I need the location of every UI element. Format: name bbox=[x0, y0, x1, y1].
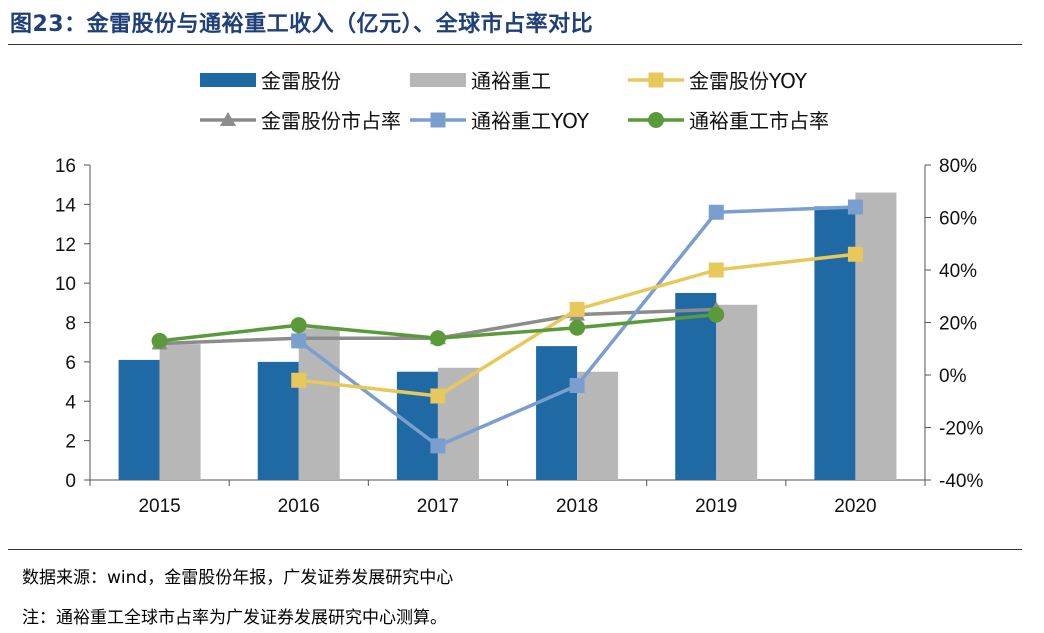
tick-labels: 0 2 4 6 8 10 12 14 16 -40% -20% 0% 20% 40% 60% 80% 2015 2… bbox=[55, 156, 984, 517]
bar-tongyu bbox=[159, 344, 201, 480]
bar-tongyu bbox=[437, 367, 479, 480]
x-tick-label: 2020 bbox=[834, 496, 876, 517]
left-tick-label: 4 bbox=[65, 392, 76, 413]
line-point-3 bbox=[569, 319, 586, 336]
line-point-2 bbox=[430, 388, 446, 404]
chart-axes bbox=[84, 164, 931, 486]
right-tick-label: -40% bbox=[939, 471, 983, 492]
legend-label: 金雷股份YOY bbox=[689, 69, 808, 93]
legend-label: 金雷股份市占率 bbox=[261, 109, 401, 133]
line-point-1 bbox=[569, 378, 585, 393]
source-note: 数据来源：wind，金雷股份年报，广发证券发展研究中心 bbox=[22, 568, 454, 588]
left-tick-label: 14 bbox=[55, 195, 77, 216]
line-point-1 bbox=[430, 438, 446, 454]
footnote: 注：通裕重工全球市占率为广发证券发展研究中心测算。 bbox=[22, 608, 447, 628]
bar-series-group bbox=[118, 192, 897, 480]
x-tick-label: 2018 bbox=[556, 496, 598, 517]
line-point-3 bbox=[290, 317, 307, 334]
x-tick-label: 2015 bbox=[138, 496, 180, 517]
bar-tongyu bbox=[716, 304, 758, 480]
right-tick-label: 0% bbox=[939, 366, 967, 387]
left-tick-label: 6 bbox=[65, 353, 76, 374]
right-tick-label: 40% bbox=[939, 261, 977, 282]
legend-marker bbox=[220, 112, 236, 126]
line-point-2 bbox=[708, 262, 724, 278]
left-tick-label: 0 bbox=[65, 471, 76, 492]
line-point-3 bbox=[151, 332, 168, 349]
footer-divider bbox=[8, 549, 1022, 550]
line-series-group bbox=[151, 199, 863, 454]
right-tick-label: 60% bbox=[939, 209, 977, 230]
x-tick-label: 2017 bbox=[417, 496, 459, 517]
line-point-3 bbox=[708, 306, 725, 323]
legend-marker bbox=[648, 72, 664, 88]
legend-marker bbox=[430, 112, 446, 128]
x-tick-label: 2016 bbox=[278, 496, 320, 517]
legend-label: 通裕重工 bbox=[471, 69, 551, 93]
bar-jinlei bbox=[675, 292, 717, 480]
left-tick-label: 16 bbox=[55, 156, 76, 177]
legend-label: 金雷股份 bbox=[261, 69, 341, 93]
combo-chart: 0 2 4 6 8 10 12 14 16 -40% -20% 0% 20% 40% 60% 80% 2015 2… bbox=[55, 69, 984, 517]
bar-tongyu bbox=[855, 192, 897, 480]
line-point-1 bbox=[291, 333, 307, 349]
left-tick-label: 10 bbox=[55, 274, 76, 295]
title-divider bbox=[8, 44, 1022, 45]
right-tick-label: -20% bbox=[939, 419, 983, 440]
chart-legend: 金雷股份 通裕重工 金雷股份YOY 金雷股份市占率 通裕重工YOY 通裕重工市占率 bbox=[200, 69, 829, 133]
x-tick-label: 2019 bbox=[695, 496, 737, 517]
legend-marker bbox=[648, 112, 664, 128]
right-tick-label: 20% bbox=[939, 314, 977, 335]
bar-tongyu bbox=[298, 328, 340, 480]
legend-swatch bbox=[410, 73, 466, 87]
figure-title: 图23：金雷股份与通裕重工收入（亿元）、全球市占率对比 bbox=[10, 12, 594, 37]
legend-label: 通裕重工YOY bbox=[471, 109, 590, 133]
line-point-2 bbox=[569, 301, 585, 317]
left-tick-label: 8 bbox=[65, 314, 76, 335]
bar-jinlei bbox=[118, 359, 160, 480]
bar-jinlei bbox=[536, 346, 578, 480]
line-point-1 bbox=[847, 199, 863, 215]
line-point-3 bbox=[429, 330, 446, 347]
bar-jinlei bbox=[396, 371, 438, 480]
line-point-2 bbox=[847, 246, 863, 262]
line-point-2 bbox=[291, 372, 307, 388]
legend-label: 通裕重工市占率 bbox=[689, 109, 829, 133]
left-tick-label: 2 bbox=[65, 432, 76, 453]
legend-swatch bbox=[200, 73, 256, 87]
left-tick-label: 12 bbox=[55, 235, 76, 256]
line-point-1 bbox=[708, 204, 724, 220]
right-tick-label: 80% bbox=[939, 156, 977, 177]
